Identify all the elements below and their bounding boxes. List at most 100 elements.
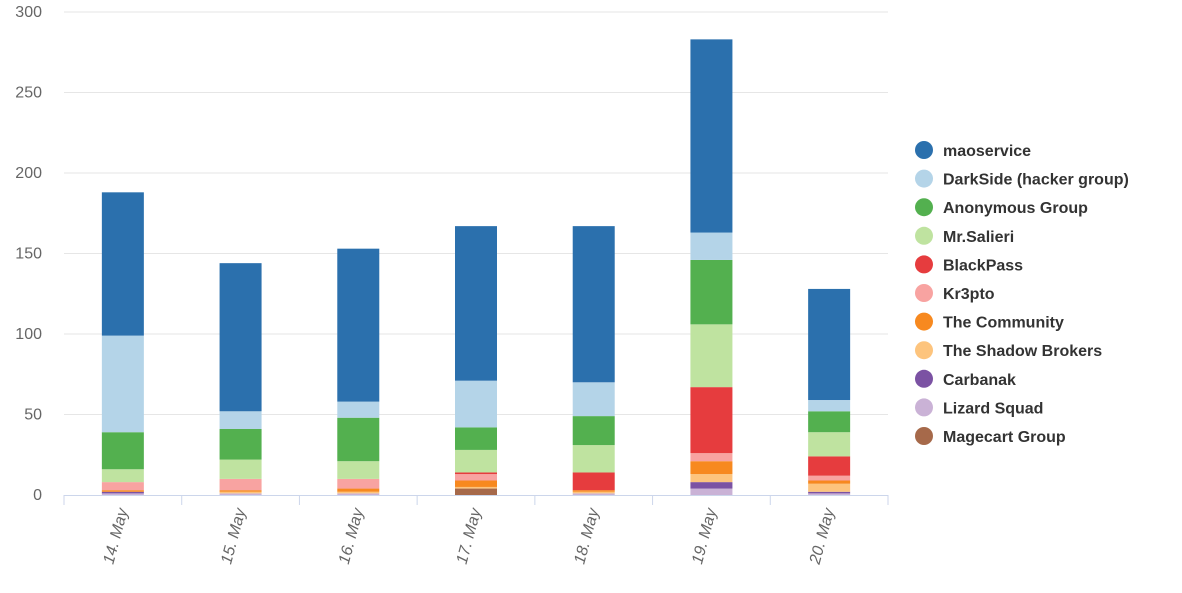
bar-segment[interactable] [455,380,497,428]
bar-segment[interactable] [808,475,851,481]
x-tick-label: 20. May [807,506,839,567]
legend-item[interactable]: The Community [915,312,1064,332]
bar-segment[interactable] [101,491,144,494]
bar-segment[interactable] [101,490,144,492]
bar-segment[interactable] [337,248,380,402]
legend-item[interactable]: DarkSide (hacker group) [915,169,1129,189]
bar-segment[interactable] [455,488,497,495]
y-tick-label: 250 [15,85,42,102]
bar-segment[interactable] [219,493,262,495]
bar-segment[interactable] [219,491,262,494]
x-tick-label: 16. May [336,506,367,566]
bar-segment[interactable] [219,478,262,491]
bar-segment[interactable] [337,478,380,489]
bar-segment[interactable] [808,493,851,495]
legend-item[interactable]: Magecart Group [915,427,1066,446]
legend-item[interactable]: Mr.Salieri [915,226,1014,246]
bar-segment[interactable] [572,472,615,491]
bar-segment[interactable] [690,324,733,388]
bar-segment[interactable] [101,469,144,483]
legend-label: The Shadow Brokers [943,343,1102,360]
legend-label: maoservice [943,143,1031,160]
bar-segment[interactable] [808,288,851,401]
bar-segment[interactable] [219,459,262,479]
bar-segment[interactable] [572,226,615,383]
legend-label: Magecart Group [943,429,1066,446]
y-tick-label: 0 [33,487,42,504]
bar-segment[interactable] [101,335,144,433]
bar-segment[interactable] [690,461,733,475]
legend-marker [915,284,933,302]
legend-item[interactable]: The Shadow Brokers [915,341,1102,360]
bar-segment[interactable] [455,486,497,489]
legend-item[interactable]: BlackPass [915,255,1023,274]
bar-segment[interactable] [572,416,615,446]
y-tick-label: 50 [24,407,42,424]
x-tick-label: 14. May [101,506,132,566]
legend-marker [915,341,933,360]
bar-segment[interactable] [808,456,851,476]
bar-segment[interactable] [572,445,615,473]
x-tick-label: 17. May [454,506,485,566]
bar-segment[interactable] [337,461,380,479]
y-tick-label: 300 [15,4,42,21]
x-tick-label: 15. May [218,506,249,566]
bar-segment[interactable] [337,488,380,492]
bar-segment[interactable] [455,226,497,381]
bar-segment[interactable] [337,401,380,418]
legend-marker [915,226,933,245]
bar-segment[interactable] [101,192,144,336]
legend-label: Lizard Squad [943,400,1043,417]
legend-label: BlackPass [943,257,1023,274]
bar-segment[interactable] [455,480,497,487]
legend-item[interactable]: Carbanak [915,369,1016,389]
bar-segment[interactable] [690,232,733,260]
legend-item[interactable]: maoservice [915,141,1031,160]
x-tick-label: 19. May [689,506,720,566]
legend: maoservice DarkSide (hacker group) Anonymo… [915,141,1129,446]
bar-segment[interactable] [337,491,380,494]
bar-segment[interactable] [690,39,733,233]
legend-label: Mr.Salieri [943,229,1014,246]
legend-marker [915,312,933,331]
legend-label: Anonymous Group [943,200,1088,217]
bar-segment[interactable] [101,493,144,495]
bar-segment[interactable] [808,400,851,412]
bar-segment[interactable] [572,382,615,417]
bar-segment[interactable] [337,493,380,495]
bar-segment[interactable] [219,428,262,460]
bar-segment[interactable] [219,490,262,492]
bar-segment[interactable] [455,474,497,481]
bar-segment[interactable] [572,491,615,494]
bar-segment[interactable] [690,387,733,454]
bar-segment[interactable] [690,482,733,489]
bar-segment[interactable] [337,417,380,462]
bar-segment[interactable] [808,411,851,433]
legend-marker [915,427,933,445]
y-tick-label: 200 [15,165,42,182]
bar-segment[interactable] [808,491,851,494]
bar-segment[interactable] [455,472,497,475]
bar-segment[interactable] [808,483,851,492]
legend-marker [915,255,933,274]
legend-item[interactable]: Lizard Squad [915,398,1043,417]
bar-segment[interactable] [690,453,733,462]
bar-segment[interactable] [219,263,262,412]
bar-segment[interactable] [572,490,615,492]
bar-segment[interactable] [808,432,851,457]
bar-segment[interactable] [101,432,144,470]
bar-segment[interactable] [455,449,497,473]
bar-segment[interactable] [808,480,851,484]
bar-segment[interactable] [455,427,497,450]
legend-marker [915,198,933,217]
bar-segment[interactable] [219,411,262,429]
bar-segment[interactable] [690,488,733,495]
bar-segment[interactable] [101,482,144,491]
bar-segment[interactable] [690,474,733,483]
bar-segment[interactable] [690,259,733,325]
y-tick-label: 100 [15,326,42,343]
bar-segment[interactable] [572,493,615,495]
legend-item[interactable]: Kr3pto [915,284,995,303]
legend-item[interactable]: Anonymous Group [915,198,1088,217]
